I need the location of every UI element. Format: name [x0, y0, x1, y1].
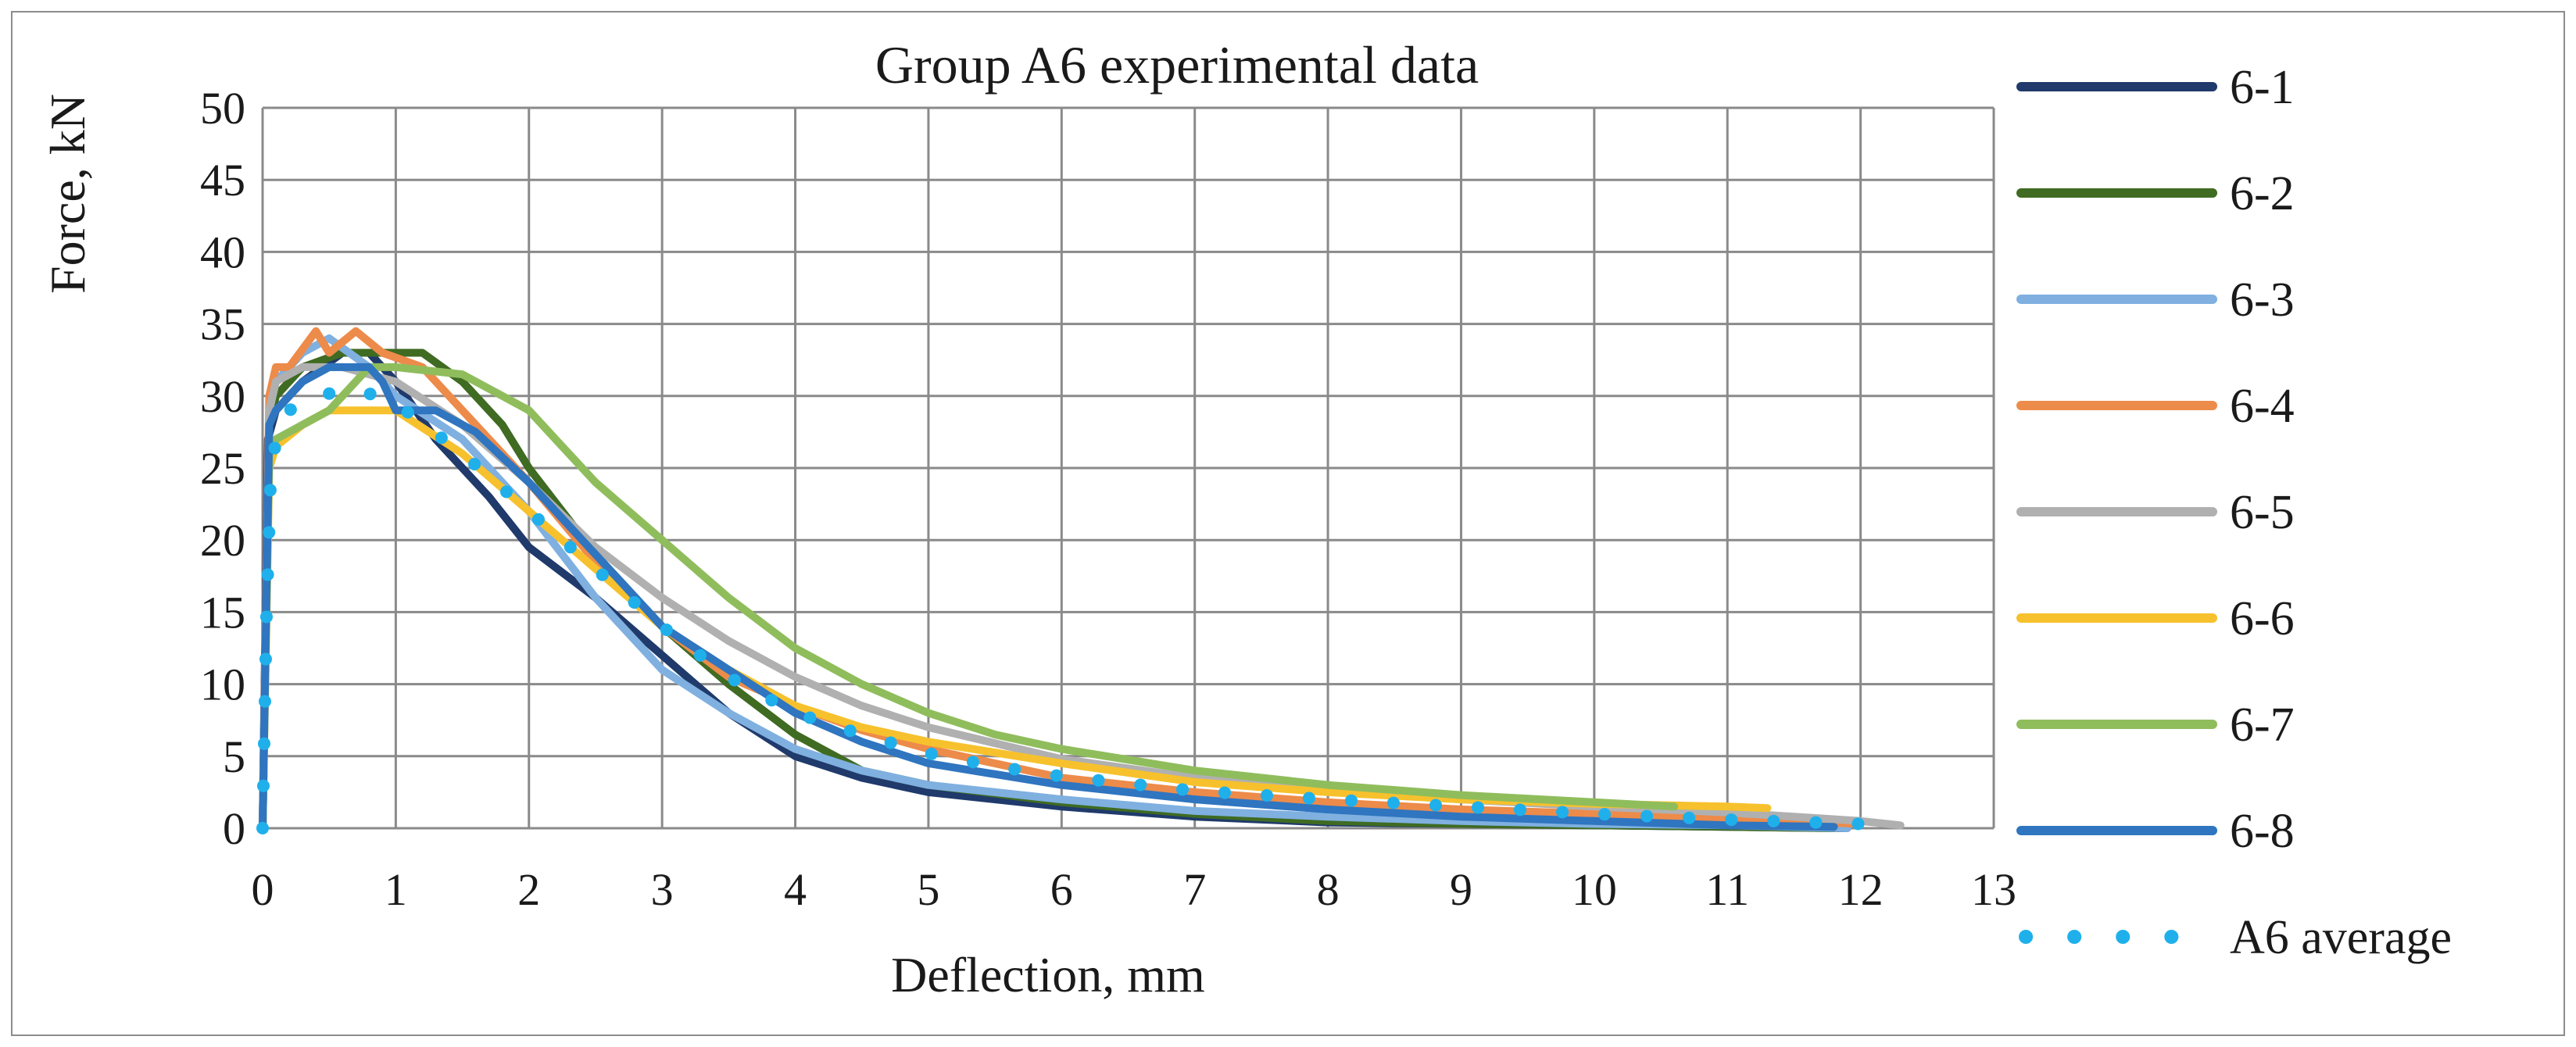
y-tick-label: 50: [200, 83, 245, 134]
series-line-6-8: [259, 363, 1838, 832]
x-tick-label: 6: [1050, 864, 1073, 915]
x-tick-label: 4: [784, 864, 807, 915]
grid: [261, 106, 1995, 830]
legend-label-6-8: 6-8: [2230, 805, 2295, 858]
y-tick-label: 25: [200, 443, 245, 494]
legend-label-6-5: 6-5: [2230, 486, 2295, 539]
x-tick-label: 12: [1838, 864, 1884, 915]
x-axis-title: Deflection, mm: [891, 947, 1205, 1002]
legend-label-a6-average: A6 average: [2230, 911, 2452, 964]
x-tick-label: 0: [252, 864, 274, 915]
chart: Group A6 experimental data 0 1 2 3 4 5 6 7 8 9 10 1…: [40, 35, 2452, 1002]
y-tick-label: 0: [223, 803, 245, 854]
x-tick-label: 2: [517, 864, 540, 915]
legend-label-6-7: 6-7: [2230, 699, 2295, 752]
x-tick-label: 5: [917, 864, 939, 915]
x-tick-label: 13: [1971, 864, 2016, 915]
x-tick-label: 3: [651, 864, 674, 915]
x-tick-label: 1: [385, 864, 407, 915]
x-tick-label: 9: [1450, 864, 1472, 915]
y-tick-label: 15: [200, 587, 245, 638]
x-tick-label: 8: [1317, 864, 1340, 915]
series-layer: [256, 327, 1905, 834]
legend-label-6-1: 6-1: [2230, 61, 2295, 114]
legend-label-6-3: 6-3: [2230, 273, 2295, 327]
x-tick-label: 10: [1572, 864, 1617, 915]
x-tick-label: 7: [1183, 864, 1206, 915]
y-tick-label: 30: [200, 371, 245, 422]
chart-title: Group A6 experimental data: [875, 35, 1479, 95]
legend: 6-1 6-2 6-3 6-4 6-5 6-6 6-7 6-8 A6 average: [2016, 61, 2452, 964]
y-axis-title: Force, kN: [40, 94, 95, 294]
y-tick-label: 5: [223, 731, 245, 782]
legend-label-6-4: 6-4: [2230, 380, 2295, 433]
legend-label-6-2: 6-2: [2230, 167, 2295, 220]
y-tick-label: 40: [200, 227, 245, 277]
y-tick-label: 20: [200, 515, 245, 566]
chart-frame: Group A6 experimental data 0 1 2 3 4 5 6 7 8 9 10 1…: [11, 11, 2565, 1036]
y-tick-label: 10: [200, 659, 245, 710]
series-line-6-7: [259, 363, 1679, 832]
legend-label-6-6: 6-6: [2230, 592, 2295, 645]
y-tick-label: 45: [200, 155, 245, 205]
series-line-a6-average: [256, 382, 1894, 834]
y-tick-label: 35: [200, 299, 245, 350]
x-tick-label: 11: [1705, 864, 1749, 915]
